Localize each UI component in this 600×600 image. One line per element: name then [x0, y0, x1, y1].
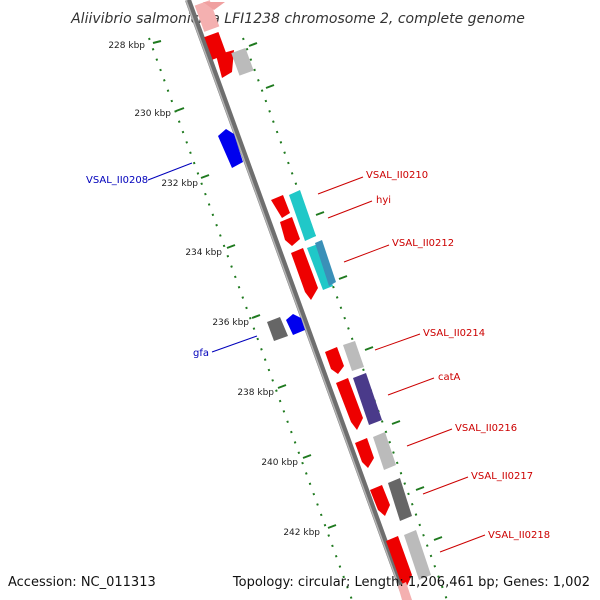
- gene-arrow-red: [336, 378, 363, 430]
- tick-label: 230 kbp: [134, 109, 171, 119]
- tick-mark: [251, 314, 261, 319]
- label-leader: [211, 335, 258, 353]
- gene-arrow-faded: [203, 2, 225, 10]
- label-leader: [374, 333, 421, 351]
- forward-track-dots: [242, 37, 448, 600]
- gene-arrow-red: [204, 31, 227, 60]
- gene-label: VSAL_II0208: [86, 175, 148, 186]
- tick-mark: [200, 174, 210, 179]
- gene-arrow-darkgray: [388, 478, 412, 521]
- gene-arrow-red: [216, 50, 234, 78]
- gene-label: gfa: [193, 348, 209, 359]
- tick-mark: [327, 524, 337, 529]
- gene-vsal-ii0216[interactable]: VSAL_II0216: [355, 423, 517, 470]
- gene-label: VSAL_II0214: [423, 328, 485, 339]
- tick-label: 242 kbp: [283, 528, 320, 538]
- bottom-partial-genes: [398, 582, 412, 600]
- gene-label: hyi: [376, 195, 391, 206]
- gene-arrow-gray: [231, 47, 254, 76]
- gene-label: VSAL_II0217: [471, 471, 533, 482]
- gene-vsal-ii0218[interactable]: VSAL_II0218: [386, 530, 550, 588]
- gene-label: VSAL_II0216: [455, 423, 517, 434]
- gene-arrow-blue: [218, 129, 243, 168]
- track-guides: [148, 37, 448, 600]
- chromosome-backbone: [185, 0, 409, 600]
- gene-arrow-cyan: [307, 244, 333, 290]
- gene-label: VSAL_II0210: [366, 170, 428, 181]
- tick-mark: [226, 244, 236, 249]
- gene-vsal-ii0217[interactable]: VSAL_II0217: [370, 471, 533, 521]
- label-leader: [439, 534, 486, 553]
- scale-ticks: 228 kbp 230 kbp 232 kbp 234 kbp 236 kbp …: [108, 40, 337, 538]
- tick-mark: [277, 384, 287, 389]
- top-partial-genes: [194, 0, 254, 78]
- gene-arrow-red: [271, 195, 290, 218]
- gene-vsal-ii0208[interactable]: VSAL_II0208: [86, 129, 243, 186]
- label-leader: [406, 428, 453, 447]
- backbone-line: [185, 0, 409, 600]
- gene-arrow-gray: [404, 530, 431, 580]
- gene-label: VSAL_II0212: [392, 238, 454, 249]
- reverse-track-dots: [148, 37, 353, 600]
- gene-arrow-red: [370, 485, 390, 516]
- gene-arrow-red: [386, 536, 412, 588]
- tick-mark: [175, 107, 185, 112]
- gene-arrow-darkgray: [267, 317, 288, 341]
- gene-arrow-gray: [373, 432, 396, 470]
- gene-cata[interactable]: catA: [336, 372, 461, 430]
- label-leader: [387, 377, 435, 396]
- tick-label: 228 kbp: [108, 41, 145, 51]
- gene-vsal-ii0212[interactable]: VSAL_II0212: [291, 238, 454, 300]
- gene-arrow-red: [355, 438, 374, 468]
- tick-mark: [302, 454, 312, 459]
- label-leader: [147, 162, 193, 181]
- accession-text: Accession: NC_011313: [8, 575, 156, 590]
- tick-mark: [152, 40, 162, 44]
- gene-arrow-red: [280, 217, 300, 246]
- gene-arrow-blue: [286, 314, 305, 335]
- gene-gfa[interactable]: gfa: [193, 314, 305, 359]
- tick-label: 236 kbp: [212, 318, 249, 328]
- label-leader: [343, 244, 390, 263]
- gene-hyi[interactable]: hyi: [280, 195, 391, 246]
- gene-arrow-gray: [343, 341, 364, 371]
- gene-arrow-red: [325, 347, 344, 374]
- gene-arrow-navy: [353, 373, 382, 425]
- gene-arrow-cyan: [289, 190, 316, 241]
- backbone-highlight: [185, 0, 405, 600]
- gene-arrow-faded: [398, 582, 412, 600]
- map-title: Aliivibrio salmonicida LFI1238 chromosom…: [70, 11, 525, 27]
- label-leader: [317, 176, 364, 195]
- gene-arrow-faded: [194, 0, 220, 32]
- gene-label: catA: [438, 372, 461, 383]
- gene-label: VSAL_II0218: [488, 530, 550, 541]
- forward-track-ticks: [248, 42, 443, 541]
- gene-vsal-ii0214[interactable]: VSAL_II0214: [325, 328, 485, 374]
- gene-arrow-red: [291, 248, 318, 300]
- tick-label: 232 kbp: [161, 179, 198, 189]
- tick-label: 238 kbp: [237, 388, 274, 398]
- tick-label: 234 kbp: [185, 248, 222, 258]
- gene-arrow-teal: [315, 240, 336, 286]
- label-leader: [422, 476, 469, 495]
- tick-label: 240 kbp: [261, 458, 298, 468]
- label-leader: [327, 200, 373, 219]
- genome-summary-text: Topology: circular; Length: 1,206,461 bp…: [232, 575, 590, 590]
- gene-vsal-ii0210[interactable]: VSAL_II0210: [271, 170, 428, 241]
